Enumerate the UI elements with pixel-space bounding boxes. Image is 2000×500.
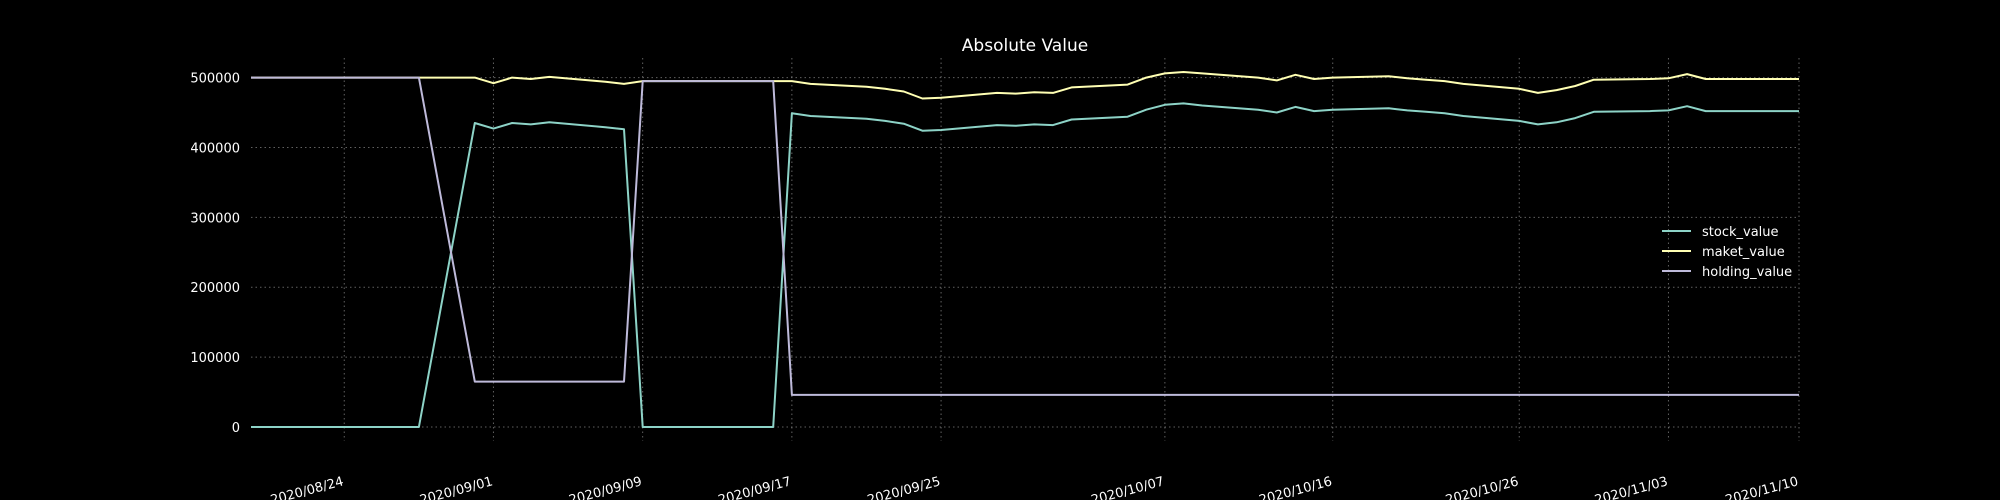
x-tick-label: 2020/10/07 <box>1090 474 1166 500</box>
axis-ticks: 0 100000 200000 300000 400000 500000 2020/08/2… <box>190 72 1800 500</box>
series-line-holding_value <box>251 76 1799 396</box>
legend: stock_value maket_value holding_value <box>1662 225 1792 280</box>
x-tick-label: 2020/11/03 <box>1593 474 1669 500</box>
y-tick-label: 100000 <box>190 351 240 366</box>
x-tick-label: 2020/09/25 <box>866 474 942 500</box>
chart-title: Absolute Value <box>962 36 1088 56</box>
series-lines <box>251 71 1799 428</box>
legend-label-maket_value: maket_value <box>1702 245 1785 260</box>
x-tick-label: 2020/10/26 <box>1444 474 1520 500</box>
y-tick-label: 300000 <box>190 211 240 226</box>
x-tick-label: 2020/08/24 <box>269 474 345 500</box>
y-tick-label: 200000 <box>190 281 240 296</box>
y-tick-label: 500000 <box>190 72 240 87</box>
x-tick-label: 2020/11/10 <box>1724 474 1800 500</box>
legend-label-holding_value: holding_value <box>1702 265 1792 280</box>
y-tick-label: 0 <box>232 421 240 436</box>
x-tick-label: 2020/09/17 <box>717 474 793 500</box>
grid <box>251 58 1800 441</box>
series-line-stock_value <box>251 102 1799 428</box>
x-tick-label: 2020/09/01 <box>418 474 494 500</box>
x-tick-label: 2020/09/09 <box>567 474 643 500</box>
y-tick-label: 400000 <box>190 141 240 156</box>
series-line-maket_value <box>251 71 1799 100</box>
legend-label-stock_value: stock_value <box>1702 225 1779 240</box>
x-tick-label: 2020/10/16 <box>1258 474 1334 500</box>
